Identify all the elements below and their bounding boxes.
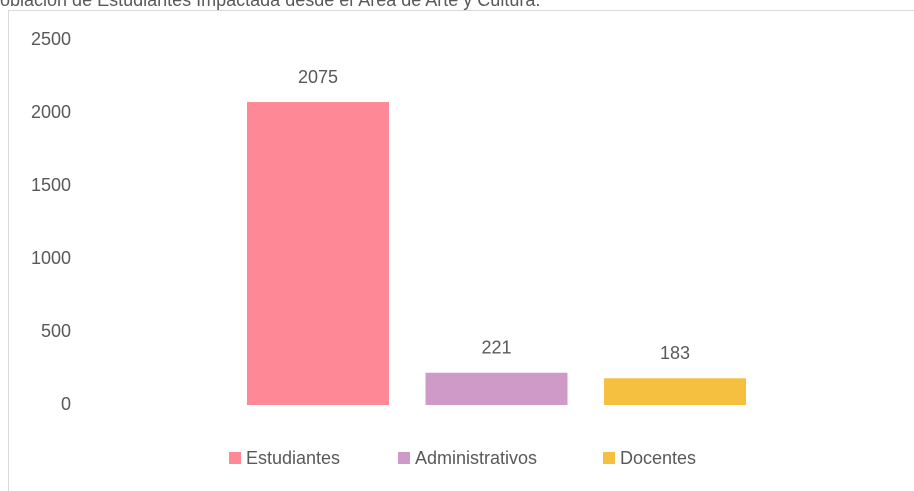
legend-swatch: [398, 452, 410, 464]
data-label: 183: [660, 343, 690, 363]
data-label: 2075: [298, 67, 338, 87]
y-tick-label: 1000: [31, 248, 71, 268]
legend-swatch: [229, 452, 241, 464]
bar: [425, 372, 568, 405]
y-tick-label: 500: [41, 321, 71, 341]
legend-label: Docentes: [620, 448, 696, 468]
bar: [604, 378, 746, 405]
bar: [247, 102, 389, 406]
legend-label: Administrativos: [415, 448, 537, 468]
y-tick-label: 1500: [31, 175, 71, 195]
legend-swatch: [603, 452, 615, 464]
y-tick-label: 2500: [31, 29, 71, 49]
y-tick-label: 0: [61, 394, 71, 414]
y-tick-label: 2000: [31, 102, 71, 122]
data-label: 221: [481, 337, 511, 357]
legend-label: Estudiantes: [246, 448, 340, 468]
chart-title: oblación de Estudiantes Impactada desde …: [0, 0, 540, 10]
